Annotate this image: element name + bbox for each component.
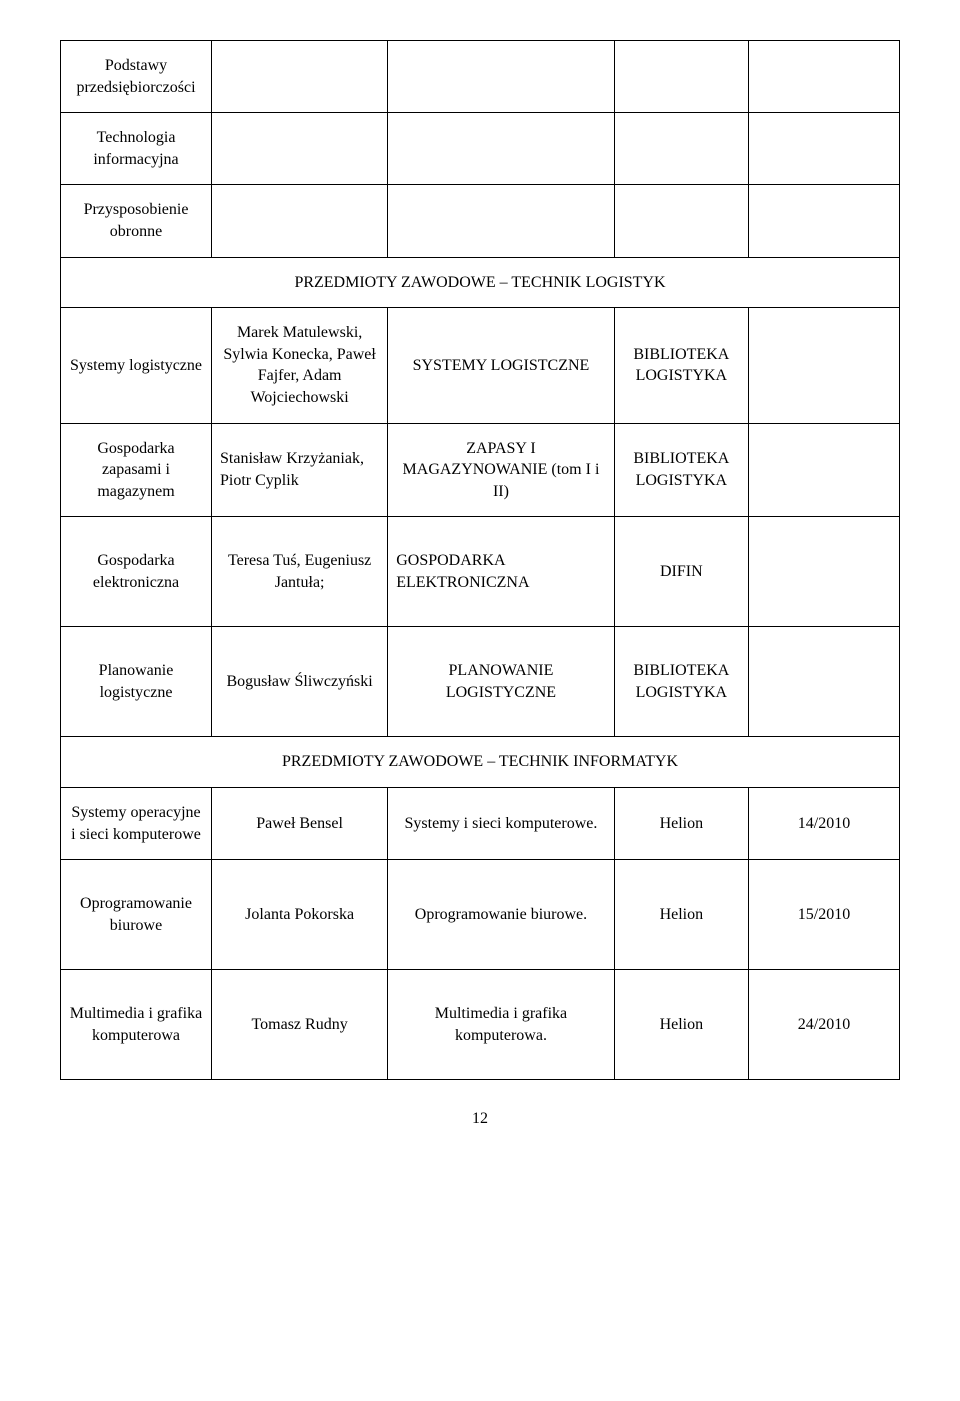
- cell-author: Stanisław Krzyżaniak, Piotr Cyplik: [212, 423, 388, 517]
- cell-subject: Gospodarka elektroniczna: [61, 517, 212, 627]
- table-row: Systemy logistyczne Marek Matulewski, Sy…: [61, 308, 900, 423]
- cell-subject: Multimedia i grafika komputerowa: [61, 970, 212, 1080]
- page-number: 12: [60, 1110, 900, 1128]
- cell-publisher: Helion: [614, 970, 748, 1080]
- table-row: Przysposobienie obronne: [61, 185, 900, 257]
- cell-publisher: Helion: [614, 787, 748, 859]
- section-header: PRZEDMIOTY ZAWODOWE – TECHNIK INFORMATYK: [61, 737, 900, 788]
- cell-publisher: Helion: [614, 860, 748, 970]
- cell-title: Multimedia i grafika komputerowa.: [388, 970, 615, 1080]
- cell: [212, 185, 388, 257]
- cell-subject: Planowanie logistyczne: [61, 627, 212, 737]
- cell-author: Jolanta Pokorska: [212, 860, 388, 970]
- section-header-row: PRZEDMIOTY ZAWODOWE – TECHNIK LOGISTYK: [61, 257, 900, 308]
- cell-subject: Oprogramowanie biurowe: [61, 860, 212, 970]
- table-row: Oprogramowanie biurowe Jolanta Pokorska …: [61, 860, 900, 970]
- cell-author: Tomasz Rudny: [212, 970, 388, 1080]
- cell-author: Bogusław Śliwczyński: [212, 627, 388, 737]
- table-row: Multimedia i grafika komputerowa Tomasz …: [61, 970, 900, 1080]
- cell: [388, 113, 615, 185]
- cell-publisher: BIBLIOTEKA LOGISTYKA: [614, 627, 748, 737]
- section-header-row: PRZEDMIOTY ZAWODOWE – TECHNIK INFORMATYK: [61, 737, 900, 788]
- cell-code: 14/2010: [748, 787, 899, 859]
- cell-author: Paweł Bensel: [212, 787, 388, 859]
- cell: [748, 113, 899, 185]
- table-row: Gospodarka elektroniczna Teresa Tuś, Eug…: [61, 517, 900, 627]
- cell: [388, 41, 615, 113]
- cell-title: ZAPASY I MAGAZYNOWANIE (tom I i II): [388, 423, 615, 517]
- page: Podstawy przedsiębiorczości Technologia …: [0, 0, 960, 1168]
- cell-publisher: BIBLIOTEKA LOGISTYKA: [614, 423, 748, 517]
- cell-subject: Systemy logistyczne: [61, 308, 212, 423]
- cell-code: [748, 517, 899, 627]
- cell: [748, 41, 899, 113]
- cell-code: [748, 308, 899, 423]
- cell-subject: Technologia informacyjna: [61, 113, 212, 185]
- cell-author: Teresa Tuś, Eugeniusz Jantuła;: [212, 517, 388, 627]
- cell-code: 24/2010: [748, 970, 899, 1080]
- cell-subject: Gospodarka zapasami i magazynem: [61, 423, 212, 517]
- table-row: Gospodarka zapasami i magazynem Stanisła…: [61, 423, 900, 517]
- cell-code: 15/2010: [748, 860, 899, 970]
- cell: [748, 185, 899, 257]
- curriculum-table: Podstawy przedsiębiorczości Technologia …: [60, 40, 900, 1080]
- cell-title: Systemy i sieci komputerowe.: [388, 787, 615, 859]
- cell-subject: Przysposobienie obronne: [61, 185, 212, 257]
- cell-publisher: BIBLIOTEKA LOGISTYKA: [614, 308, 748, 423]
- cell-author: Marek Matulewski, Sylwia Konecka, Paweł …: [212, 308, 388, 423]
- cell: [212, 41, 388, 113]
- cell: [212, 113, 388, 185]
- cell-title: Oprogramowanie biurowe.: [388, 860, 615, 970]
- cell-publisher: DIFIN: [614, 517, 748, 627]
- cell: [614, 113, 748, 185]
- table-row: Planowanie logistyczne Bogusław Śliwczyń…: [61, 627, 900, 737]
- cell-subject: Systemy operacyjne i sieci komputerowe: [61, 787, 212, 859]
- table-row: Technologia informacyjna: [61, 113, 900, 185]
- cell: [614, 41, 748, 113]
- cell: [614, 185, 748, 257]
- cell-subject: Podstawy przedsiębiorczości: [61, 41, 212, 113]
- table-row: Systemy operacyjne i sieci komputerowe P…: [61, 787, 900, 859]
- cell-title: SYSTEMY LOGISTCZNE: [388, 308, 615, 423]
- cell-title: PLANOWANIE LOGISTYCZNE: [388, 627, 615, 737]
- cell-title: GOSPODARKA ELEKTRONICZNA: [388, 517, 615, 627]
- cell-code: [748, 423, 899, 517]
- cell: [388, 185, 615, 257]
- section-header: PRZEDMIOTY ZAWODOWE – TECHNIK LOGISTYK: [61, 257, 900, 308]
- cell-code: [748, 627, 899, 737]
- table-row: Podstawy przedsiębiorczości: [61, 41, 900, 113]
